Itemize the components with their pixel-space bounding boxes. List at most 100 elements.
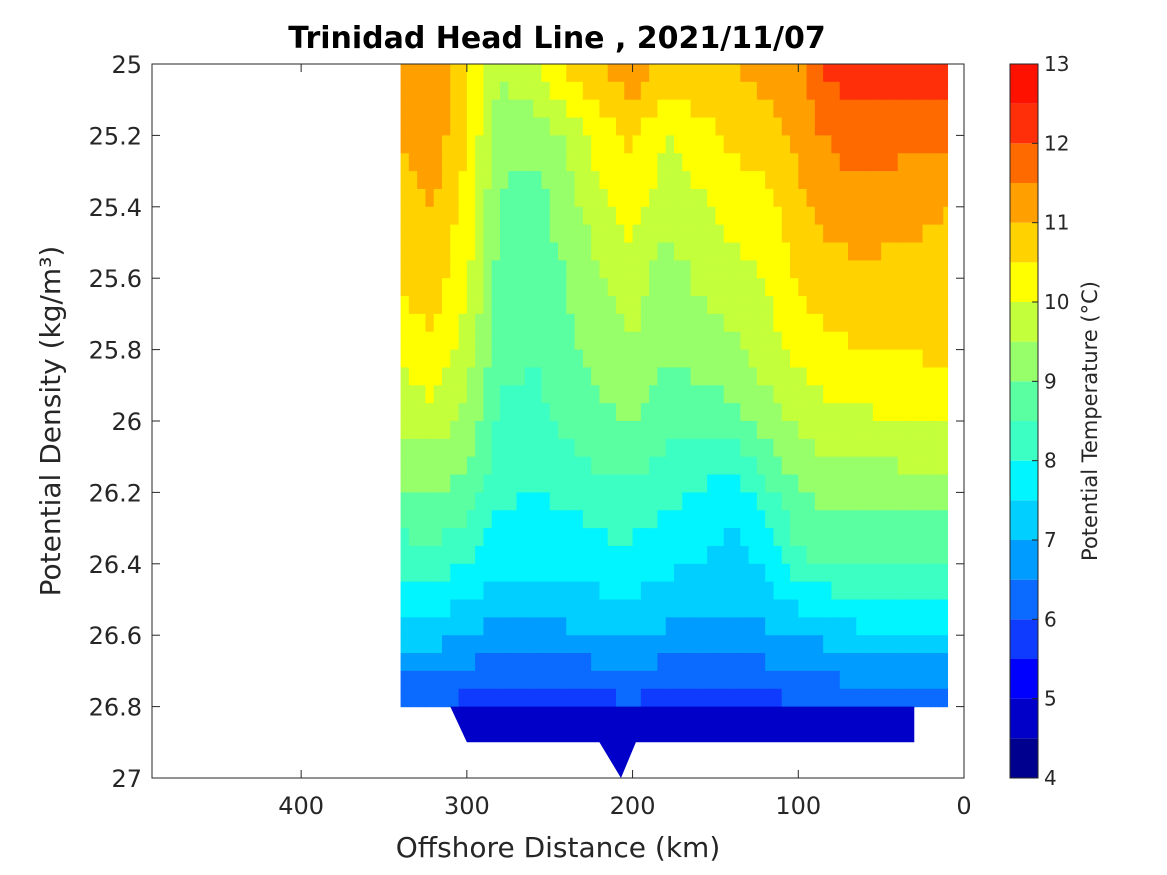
contour-cell <box>649 99 659 119</box>
contour-cell <box>508 474 518 493</box>
contour-cell <box>516 206 526 226</box>
contour-cell <box>657 171 667 190</box>
contour-cell <box>433 492 443 511</box>
contour-cell <box>814 296 824 315</box>
contour-cell <box>806 117 816 136</box>
contour-cell <box>566 688 576 708</box>
contour-cell <box>839 385 849 404</box>
contour-cell <box>939 474 944 493</box>
contour-cell <box>475 188 485 208</box>
contour-cell <box>781 224 791 244</box>
contour-cell <box>491 670 501 690</box>
contour-cell <box>574 296 584 315</box>
contour-cell <box>433 188 443 208</box>
contour-cell <box>674 528 683 547</box>
contour-cell <box>674 545 683 565</box>
contour-cell <box>491 528 501 547</box>
contour-cell <box>715 260 725 279</box>
contour-cell <box>442 331 451 351</box>
contour-cell <box>649 421 659 440</box>
contour-cell <box>740 349 750 369</box>
contour-cell <box>856 224 866 244</box>
contour-cell <box>624 403 634 422</box>
contour-cell <box>616 135 625 154</box>
contour-cell <box>533 563 543 583</box>
contour-cell <box>591 153 601 172</box>
contour-cell <box>765 296 775 315</box>
contour-cell <box>806 313 816 333</box>
contour-cell <box>442 403 451 422</box>
contour-cell <box>640 260 650 279</box>
contour-cell <box>930 599 936 618</box>
contour-cell <box>433 688 443 708</box>
contour-cell <box>475 545 485 565</box>
contour-cell <box>765 474 775 493</box>
contour-cell <box>574 260 584 279</box>
contour-cell <box>930 171 936 190</box>
contour-cell <box>425 421 435 440</box>
contour-cell <box>491 296 501 315</box>
contour-cell <box>790 510 799 529</box>
contour-cell <box>582 260 592 279</box>
contour-cell <box>897 331 907 351</box>
contour-cell <box>715 456 725 476</box>
contour-cell <box>773 313 783 333</box>
contour-cell <box>943 492 949 511</box>
contour-cell <box>930 313 936 333</box>
contour-cell <box>508 64 518 83</box>
contour-cell <box>939 260 944 279</box>
contour-cell <box>790 135 799 154</box>
contour-cell <box>839 688 849 708</box>
contour-cell <box>458 421 468 440</box>
contour-cell <box>756 403 766 422</box>
contour-cell <box>483 688 493 708</box>
contour-cell <box>690 367 700 386</box>
contour-cell <box>856 99 866 119</box>
contour-cell <box>848 438 857 458</box>
contour-cell <box>897 260 907 279</box>
contour-cell <box>939 545 944 565</box>
contour-cell <box>897 278 907 297</box>
contour-cell <box>723 403 733 422</box>
contour-cell <box>723 670 733 690</box>
contour-cell <box>748 331 758 351</box>
contour-cell <box>524 349 534 369</box>
contour-cell <box>558 599 567 618</box>
contour-cell <box>839 242 849 261</box>
contour-cell <box>566 64 576 83</box>
contour-cell <box>500 206 509 226</box>
colorbar-swatch <box>1010 659 1038 699</box>
contour-cell <box>814 421 824 440</box>
contour-cell <box>458 188 468 208</box>
contour-cell <box>425 206 435 226</box>
contour-cell <box>582 81 592 101</box>
contour-cell <box>781 617 791 636</box>
contour-cell <box>541 474 551 493</box>
contour-cell <box>591 670 601 690</box>
contour-cell <box>417 117 427 136</box>
contour-cell <box>607 188 617 208</box>
contour-cell <box>657 385 667 404</box>
contour-cell <box>524 456 534 476</box>
contour-cell <box>930 135 936 154</box>
contour-cell <box>632 296 642 315</box>
contour-cell <box>558 260 567 279</box>
contour-cell <box>864 581 874 601</box>
contour-cell <box>806 242 816 261</box>
contour-cell <box>732 563 741 583</box>
contour-cell <box>500 367 509 386</box>
contour-cell <box>765 617 775 636</box>
contour-cell <box>516 99 526 119</box>
contour-cell <box>715 278 725 297</box>
contour-cell <box>790 581 799 601</box>
contour-cell <box>549 64 559 83</box>
contour-cell <box>773 617 783 636</box>
contour-cell <box>549 188 559 208</box>
contour-cell <box>930 64 936 83</box>
contour-cell <box>748 403 758 422</box>
contour-cell <box>475 670 485 690</box>
contour-cell <box>698 81 708 101</box>
contour-cell <box>740 188 750 208</box>
contour-cell <box>698 653 708 672</box>
contour-cell <box>400 206 410 226</box>
